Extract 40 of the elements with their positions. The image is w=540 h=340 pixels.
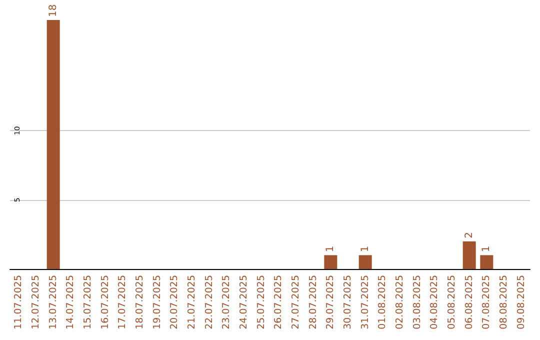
x-tick-label: 06.08.2025 (464, 275, 475, 330)
x-tick-label: 13.07.2025 (48, 275, 59, 330)
bar (480, 255, 494, 269)
x-tick-label: 19.07.2025 (152, 275, 163, 330)
x-tick-label: 16.07.2025 (100, 275, 111, 330)
x-tick-label: 02.08.2025 (394, 275, 406, 330)
x-tick-label: 21.07.2025 (186, 275, 198, 330)
x-tick-label: 17.07.2025 (117, 275, 128, 330)
x-tick-label: 22.07.2025 (204, 275, 215, 330)
bar (358, 255, 372, 269)
x-tick-label: 11.07.2025 (13, 275, 24, 330)
bar (462, 241, 476, 269)
x-tick-label: 07.08.2025 (481, 275, 492, 330)
x-tick-label: 30.07.2025 (342, 275, 354, 330)
x-tick-label: 18.07.2025 (134, 275, 146, 330)
x-tick-label: 15.07.2025 (82, 275, 94, 330)
x-tick-label: 08.08.2025 (498, 275, 510, 330)
x-tick-label: 12.07.2025 (30, 275, 42, 330)
x-tick-label: 14.07.2025 (65, 275, 76, 330)
x-tick-label: 01.08.2025 (377, 275, 388, 330)
data-label: 2 (464, 232, 475, 238)
x-tick-label: 09.08.2025 (516, 275, 527, 330)
bar (46, 20, 60, 269)
x-tick-label: 04.08.2025 (429, 275, 440, 330)
x-tick-label: 25.07.2025 (256, 275, 267, 330)
data-label: 18 (48, 4, 59, 17)
bar (324, 255, 338, 269)
x-tick-label: 23.07.2025 (221, 275, 232, 330)
x-tick-label: 29.07.2025 (325, 275, 336, 330)
data-label: 1 (481, 246, 492, 252)
x-tick-label: 24.07.2025 (238, 275, 250, 330)
x-tick-label: 28.07.2025 (308, 275, 319, 330)
x-tick-label: 26.07.2025 (273, 275, 284, 330)
x-tick-label: 27.07.2025 (290, 275, 302, 330)
x-tick-label: 20.07.2025 (169, 275, 180, 330)
x-tick-label: 03.08.2025 (412, 275, 423, 330)
data-label: 1 (360, 246, 371, 252)
x-tick-label: 05.08.2025 (446, 275, 458, 330)
data-label: 1 (325, 246, 336, 252)
x-tick-label: 31.07.2025 (360, 275, 371, 330)
